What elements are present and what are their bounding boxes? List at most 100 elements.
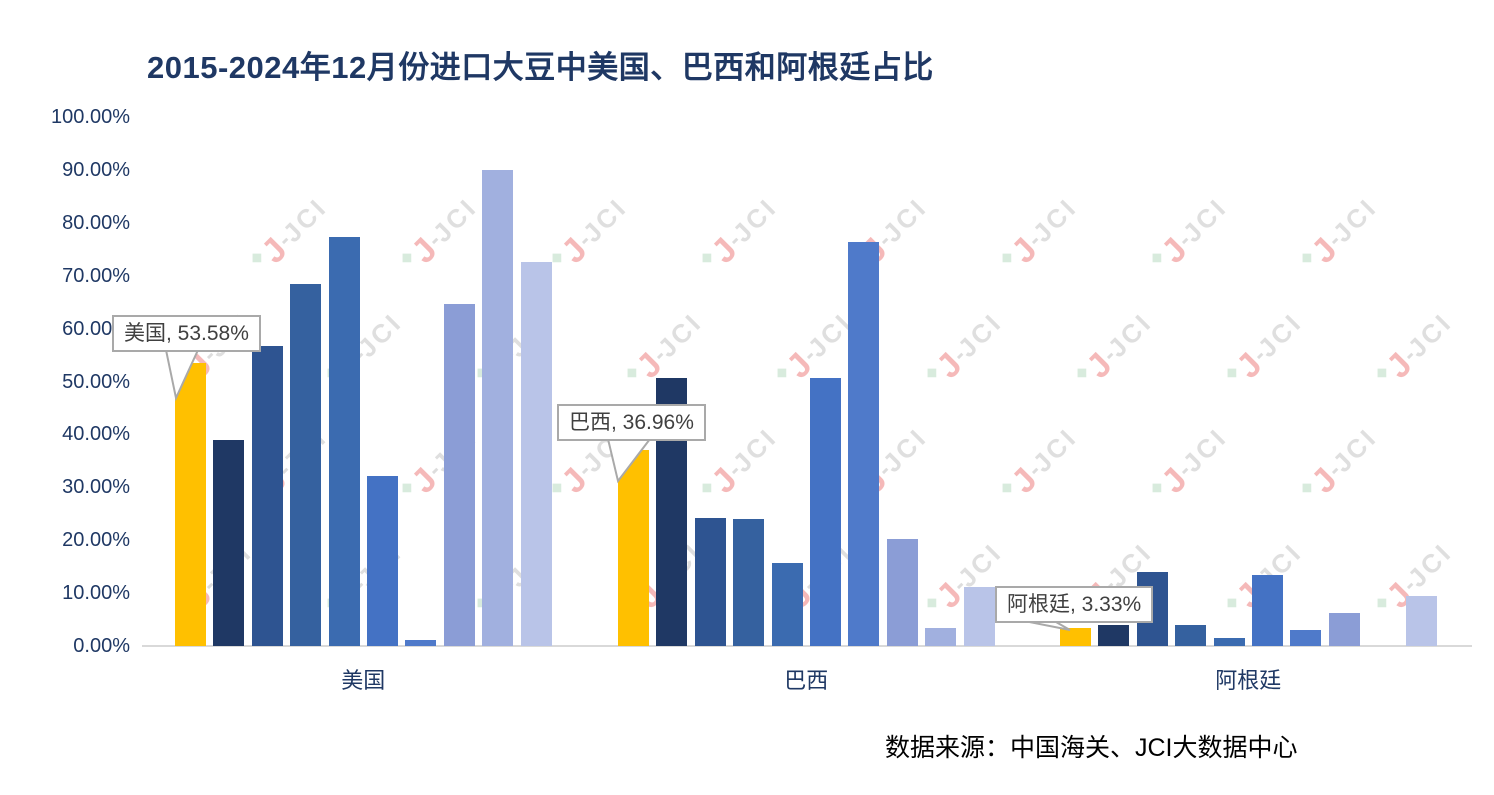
callout-tail-usa: [164, 349, 200, 401]
watermark-green-mark: ◆: [771, 362, 792, 384]
y-tick-label: 0.00%: [73, 635, 130, 657]
bar-美国-bar-04: [290, 284, 322, 646]
callout-tail-brazil: [606, 438, 653, 484]
watermark-jci-text: JCI: [1326, 191, 1383, 248]
y-tick-label: 20.00%: [62, 529, 130, 552]
watermark-j-logo: J: [1153, 460, 1195, 501]
callout-brazil: 巴西, 36.96%: [557, 404, 706, 441]
jci-watermark-logo: ◆J-JCI: [1271, 396, 1408, 533]
bar-美国-bar-05: [328, 237, 360, 646]
watermark-separator: -: [421, 227, 447, 253]
watermark-green-mark: ◆: [996, 477, 1017, 499]
y-tick-label: 50.00%: [62, 370, 130, 393]
watermark-j-logo: J: [703, 230, 745, 271]
bar-美国-bar-01-highlighted: [175, 362, 206, 646]
watermark-green-mark: ◆: [1371, 592, 1392, 614]
y-tick-label: 90.00%: [62, 158, 130, 181]
bar-阿根廷-bar-01-highlighted: [1060, 628, 1091, 646]
watermark-j-logo: J: [703, 460, 745, 501]
watermark-j-logo: J: [553, 230, 595, 271]
watermark-j-logo: J: [1303, 230, 1345, 271]
watermark-separator: -: [1246, 342, 1272, 368]
watermark-green-mark: ◆: [396, 247, 417, 269]
jci-watermark-logo: ◆J-JCI: [1271, 166, 1408, 303]
bar-巴西-bar-03: [694, 517, 726, 646]
bar-巴西-bar-01-highlighted: [618, 450, 649, 646]
watermark-j-logo: J: [403, 230, 445, 271]
watermark-green-mark: ◆: [921, 362, 942, 384]
watermark-separator: -: [1021, 457, 1047, 483]
bar-巴西-bar-07: [848, 241, 880, 646]
bar-美国-bar-06: [367, 476, 398, 646]
watermark-jci-text: JCI: [651, 306, 708, 363]
jci-watermark-logo: ◆J-JCI: [971, 396, 1108, 533]
watermark-jci-text: JCI: [951, 306, 1008, 363]
watermark-jci-text: JCI: [426, 191, 483, 248]
watermark-jci-text: JCI: [876, 421, 933, 478]
watermark-separator: -: [1171, 227, 1197, 253]
bar-美国-bar-07: [405, 640, 437, 646]
y-tick-label: 60.00%: [62, 317, 130, 340]
watermark-separator: -: [571, 457, 597, 483]
bar-阿根廷-bar-04: [1175, 625, 1207, 646]
watermark-jci-text: JCI: [1401, 306, 1458, 363]
jci-watermark-logo: ◆J-JCI: [1196, 281, 1333, 418]
watermark-j-logo: J: [253, 230, 295, 271]
watermark-jci-text: JCI: [1176, 421, 1233, 478]
bar-巴西-bar-09: [925, 628, 957, 646]
watermark-separator: -: [646, 342, 672, 368]
watermark-j-logo: J: [1078, 345, 1120, 386]
jci-watermark-logo: ◆J-JCI: [1121, 396, 1258, 533]
watermark-jci-text: JCI: [726, 421, 783, 478]
watermark-j-logo: J: [1003, 460, 1045, 501]
bar-巴西-bar-08: [886, 539, 918, 646]
bar-阿根廷-bar-06: [1252, 574, 1283, 646]
watermark-separator: -: [1396, 342, 1422, 368]
jci-watermark-logo: ◆J-JCI: [821, 166, 958, 303]
category-label-巴西: 巴西: [784, 668, 829, 693]
watermark-j-logo: J: [1003, 230, 1045, 271]
watermark-jci-text: JCI: [276, 191, 333, 248]
watermark-green-mark: ◆: [921, 592, 942, 614]
watermark-j-logo: J: [1303, 460, 1345, 501]
watermark-jci-text: JCI: [1101, 306, 1158, 363]
watermark-separator: -: [721, 457, 747, 483]
watermark-green-mark: ◆: [1371, 362, 1392, 384]
callout-argentina: 阿根廷, 3.33%: [995, 586, 1154, 623]
watermark-green-mark: ◆: [1146, 247, 1167, 269]
jci-watermark-logo: ◆J-JCI: [1121, 166, 1258, 303]
watermark-separator: -: [946, 342, 972, 368]
y-tick-label: 30.00%: [62, 476, 130, 499]
watermark-jci-text: JCI: [576, 191, 633, 248]
bar-美国-bar-09: [482, 169, 514, 646]
watermark-jci-text: JCI: [726, 191, 783, 248]
jci-watermark-logo: ◆J-JCI: [971, 166, 1108, 303]
jci-watermark-logo: ◆J-JCI: [671, 166, 808, 303]
watermark-jci-text: JCI: [1026, 421, 1083, 478]
watermark-green-mark: ◆: [1296, 477, 1317, 499]
jci-watermark-logo: ◆J-JCI: [1346, 281, 1483, 418]
bar-阿根廷-bar-10: [1405, 595, 1437, 646]
watermark-jci-text: JCI: [1176, 191, 1233, 248]
watermark-j-logo: J: [403, 460, 445, 501]
bar-巴西-bar-04: [733, 519, 765, 646]
jci-watermark-logo: ◆J-JCI: [896, 281, 1033, 418]
watermark-green-mark: ◆: [246, 247, 267, 269]
watermark-green-mark: ◆: [696, 247, 717, 269]
watermark-j-logo: J: [553, 460, 595, 501]
watermark-j-logo: J: [1153, 230, 1195, 271]
source-note: 数据来源：中国海关、JCI大数据中心: [885, 734, 1298, 762]
watermark-separator: -: [271, 227, 297, 253]
bar-美国-bar-03: [251, 346, 283, 646]
bar-美国-bar-08: [443, 303, 475, 646]
watermark-j-logo: J: [928, 345, 970, 386]
watermark-j-logo: J: [1378, 345, 1420, 386]
watermark-jci-text: JCI: [876, 191, 933, 248]
watermark-separator: -: [571, 227, 597, 253]
watermark-green-mark: ◆: [696, 477, 717, 499]
category-label-美国: 美国: [341, 668, 386, 693]
watermark-jci-text: JCI: [1326, 421, 1383, 478]
watermark-j-logo: J: [1228, 345, 1270, 386]
bar-美国-bar-02: [213, 440, 245, 646]
